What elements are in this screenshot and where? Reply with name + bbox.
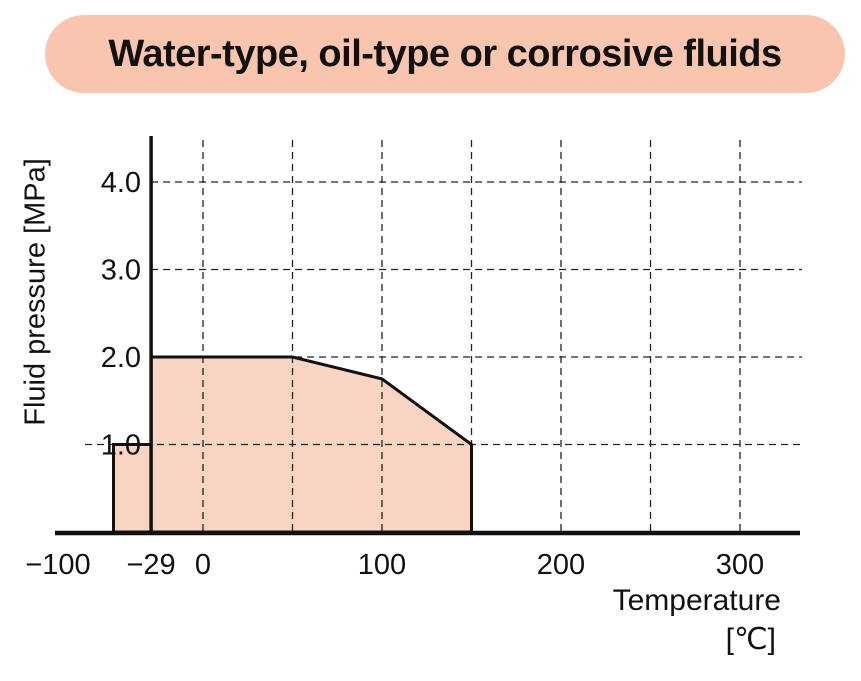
chart-title: Water-type, oil-type or corrosive fluids — [108, 32, 782, 75]
x-axis-label: Temperature — [612, 584, 781, 617]
x-tick-label: 200 — [537, 549, 585, 581]
x-tick-label: −100 — [25, 549, 90, 581]
y-tick-label: 1.0 — [101, 430, 141, 462]
y-tick-label: 4.0 — [101, 167, 141, 199]
chart-title-badge: Water-type, oil-type or corrosive fluids — [45, 15, 845, 93]
y-tick-label: 2.0 — [101, 342, 141, 374]
x-tick-label: 0 — [195, 549, 211, 581]
y-axis-label: Fluid pressure [MPa] — [19, 158, 52, 426]
y-tick-label: 3.0 — [101, 255, 141, 287]
x-axis-unit-label: [℃] — [725, 623, 776, 656]
x-tick-label: 100 — [358, 549, 406, 581]
allowable-region-outline — [112, 355, 473, 534]
x-tick-label: −29 — [126, 549, 175, 581]
x-tick-label: 300 — [716, 549, 764, 581]
